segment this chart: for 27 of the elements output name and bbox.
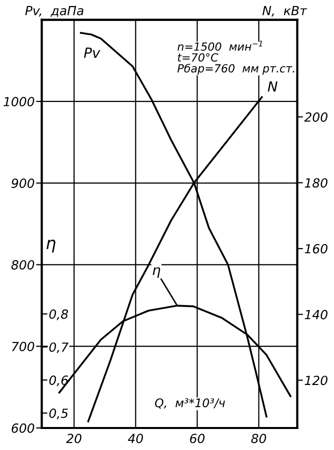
series-label: Pv [84,48,100,58]
x-tick-label: 20 [66,434,82,444]
y2-tick-label: 180 [304,178,328,188]
y3-tick-label: 0,8 [49,309,68,320]
x-tick-label: 40 [128,434,143,444]
x-tick-label: 80 [251,434,266,444]
y-tick-label: 1000 [4,96,34,106]
y-tick-label: 800 [11,260,34,270]
y2-tick-label: 160 [304,244,328,254]
y-axis-title: Pv, даПа [25,6,84,17]
y-tick-label: 700 [12,342,34,352]
y3-tick-label: 0,5 [49,408,68,420]
y3-axis-title: η [46,240,56,252]
series-label: N [268,81,278,92]
y2-tick-label: 200 [304,112,328,122]
annotation: n=1500 мин$^{−1}$ [178,40,262,51]
y3-tick-label: 0,7 [49,342,68,354]
y-tick-label: 600 [12,423,34,433]
y-tick-label: 900 [11,178,34,188]
x-axis-title: Q, м³*10³/ч [155,398,225,409]
text: η [152,267,160,278]
y2-tick-label: 140 [304,310,328,320]
y2-axis-title: N, кВт [262,6,308,17]
annotation: t=70°C [178,53,218,62]
x-tick-label: 60 [190,434,205,444]
annotation: Pбар=760 мм рт.ст. [177,64,294,75]
y2-tick-label: 120 [304,376,328,386]
